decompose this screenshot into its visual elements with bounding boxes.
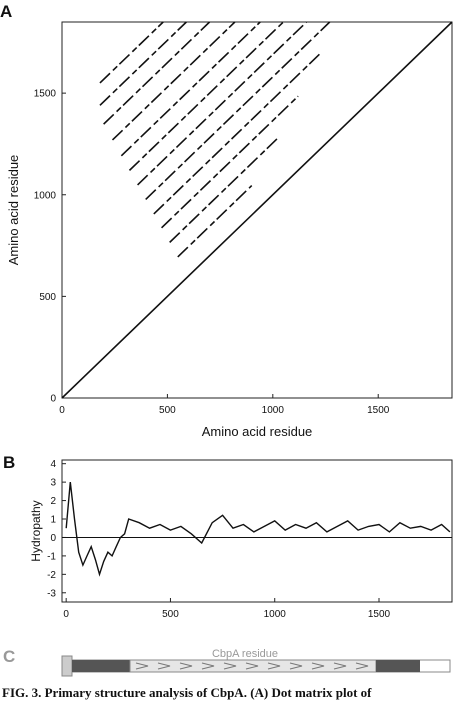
panel-a-x-axis-label: Amino acid residue: [202, 424, 313, 439]
panel-a-y-tick-label: 0: [50, 394, 56, 405]
repeat-region: [129, 659, 377, 673]
panel-b-x-tick-label: 1500: [368, 609, 391, 620]
panel-b-x-tick-label: 0: [63, 609, 69, 620]
repeat-diagonal: [120, 21, 261, 157]
panel-c-letter: C: [3, 647, 15, 666]
panel-b-y-axis-label: Hydropathy: [29, 500, 43, 561]
repeat-diagonal: [161, 95, 299, 229]
repeat-diagonal: [103, 21, 211, 125]
repeat-arrow-icon: [355, 662, 369, 670]
panel-a-y-tick-label: 1500: [34, 89, 57, 100]
panel-a-x-tick-label: 1000: [262, 405, 285, 416]
repeat-arrow-icon: [223, 662, 237, 670]
repeat-diagonal: [153, 51, 322, 215]
domain-diagram-label: CbpA residue: [212, 648, 278, 660]
panel-b-letter: B: [3, 453, 15, 472]
domain-diagram: [61, 655, 451, 677]
panel-a-x-tick-label: 0: [59, 405, 65, 416]
repeat-diagonal: [99, 21, 187, 106]
signal-peptide-box: [61, 655, 73, 677]
panel-b-y-tick-label: 1: [50, 515, 56, 526]
repeat-diagonal: [145, 21, 331, 201]
repeat-arrow-icon: [333, 662, 347, 670]
panel-b-y-tick-label: -3: [47, 588, 56, 599]
panel-a-x-tick-label: 1500: [367, 405, 390, 416]
panel-a-y-axis-label: Amino acid residue: [6, 155, 21, 266]
main-diagonal: [61, 21, 453, 399]
panel-a-y-tick-label: 1000: [34, 190, 57, 201]
n-terminal-domain: [72, 660, 130, 672]
panel-a-frame: [61, 21, 453, 399]
repeat-diagonal: [169, 138, 278, 243]
repeat-arrow-icon: [289, 662, 303, 670]
repeat-arrow-icon: [311, 662, 325, 670]
repeat-arrow-icon: [157, 662, 171, 670]
repeat-diagonal: [99, 21, 164, 84]
repeat-arrow-icon: [245, 662, 259, 670]
panel-a-x-tick-label: 500: [159, 405, 176, 416]
hydropathy-plot: 0 500 1000 1500 4 3 2 1 0 -1 -2 -3: [47, 459, 453, 620]
panel-b-y-tick-label: -1: [47, 551, 56, 562]
repeat-arrow-icon: [201, 662, 215, 670]
panel-b-y-tick-label: -2: [47, 570, 56, 581]
repeat-arrow-icon: [179, 662, 193, 670]
repeat-diagonal: [111, 21, 236, 141]
panel-a-letter: A: [0, 2, 12, 21]
panel-b-y-tick-label: 2: [50, 496, 56, 507]
hydropathy-series: [65, 482, 451, 577]
repeat-arrow-icon: [267, 662, 281, 670]
panel-b-frame: [61, 459, 453, 603]
panel-a-y-tick-label: 500: [39, 292, 56, 303]
figure-caption: FIG. 3. Primary structure analysis of Cb…: [2, 685, 372, 700]
repeat-diagonal: [177, 185, 253, 258]
panel-b-x-tick-label: 1000: [264, 609, 287, 620]
panel-b-x-tick-label: 500: [162, 609, 179, 620]
repeat-diagonal: [128, 21, 284, 171]
c-terminal-domain: [376, 660, 420, 672]
panel-b-y-tick-label: 0: [50, 533, 56, 544]
repeat-arrow-icon: [135, 662, 149, 670]
panel-b-y-tick-label: 4: [50, 459, 56, 470]
repeat-diagonal: [137, 21, 308, 186]
panel-b-y-tick-label: 3: [50, 478, 56, 489]
dot-matrix-plot: 0 500 1000 1500 0 500 1000 1500: [34, 21, 453, 416]
